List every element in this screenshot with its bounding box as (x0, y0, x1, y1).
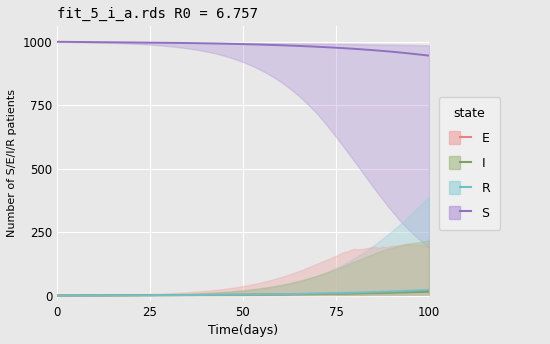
Legend: E, I, R, S: E, I, R, S (439, 97, 500, 230)
Text: fit_5_i_a.rds R0 = 6.757: fit_5_i_a.rds R0 = 6.757 (57, 7, 258, 21)
X-axis label: Time(days): Time(days) (208, 324, 278, 337)
Y-axis label: Number of S/E/I/R patients: Number of S/E/I/R patients (7, 89, 17, 237)
